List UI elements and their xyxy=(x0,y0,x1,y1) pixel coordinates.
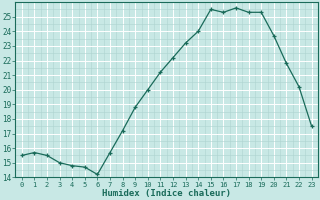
X-axis label: Humidex (Indice chaleur): Humidex (Indice chaleur) xyxy=(102,189,231,198)
